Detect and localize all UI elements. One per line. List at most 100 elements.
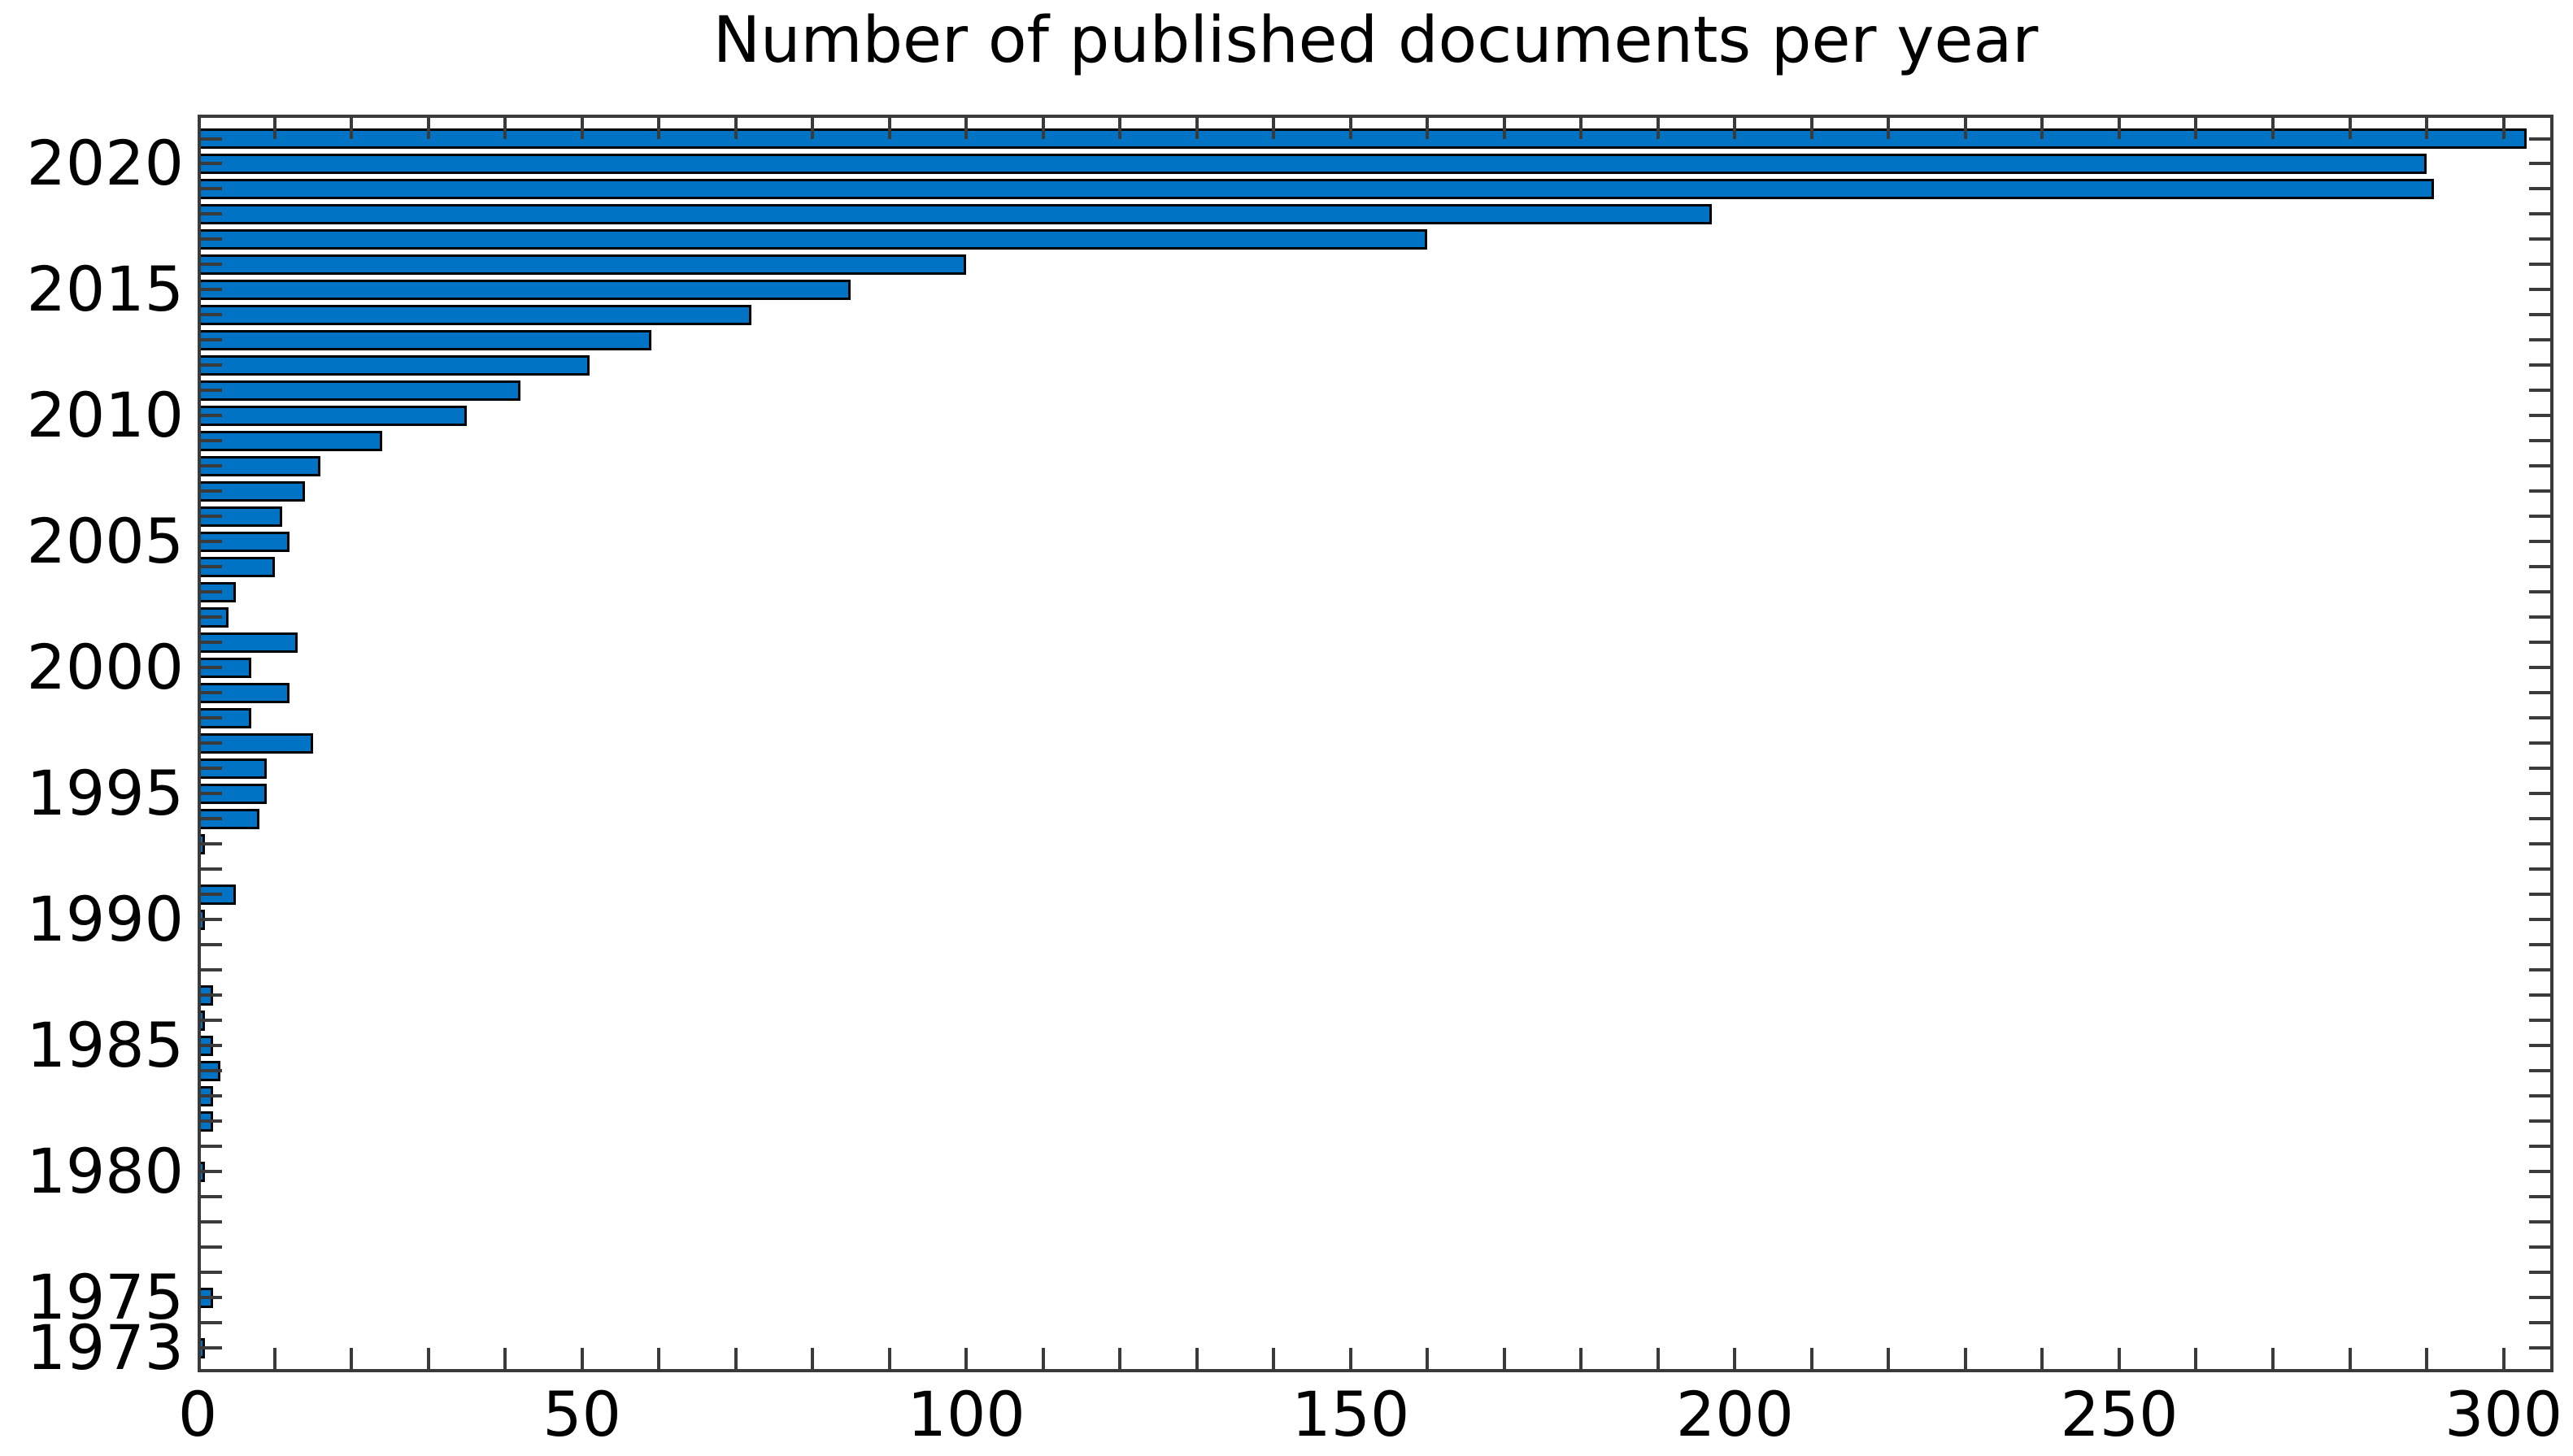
x-tick-label-200: 200	[1675, 1378, 1794, 1450]
x-tick-bottom-260	[2194, 1348, 2197, 1372]
y-tick-right-1979	[2529, 1195, 2553, 1199]
x-axis-line	[198, 1369, 2553, 1372]
bar-2021	[198, 128, 2527, 149]
y-tick-left-2011	[198, 389, 222, 393]
y-tick-label-2010: 2010	[26, 379, 184, 452]
x-tick-top-40	[503, 115, 507, 139]
x-tick-bottom-50	[581, 1348, 584, 1372]
x-tick-bottom-130	[1195, 1348, 1199, 1372]
y-tick-right-1978	[2529, 1220, 2553, 1224]
x-tick-bottom-220	[1887, 1348, 1890, 1372]
y-tick-right-1998	[2529, 716, 2553, 720]
x-tick-label-150: 150	[1291, 1378, 1410, 1450]
x-tick-bottom-90	[888, 1348, 891, 1372]
y-tick-right-1999	[2529, 691, 2553, 695]
y-tick-left-2001	[198, 641, 222, 645]
y-tick-right-1994	[2529, 817, 2553, 821]
x-tick-bottom-210	[1810, 1348, 1813, 1372]
x-tick-top-130	[1195, 115, 1199, 139]
x-tick-bottom-80	[811, 1348, 814, 1372]
y-tick-right-1991	[2529, 893, 2553, 897]
y-tick-right-2008	[2529, 464, 2553, 468]
x-tick-bottom-270	[2271, 1348, 2275, 1372]
y-tick-left-2021	[198, 137, 222, 141]
y-tick-left-1985	[198, 1044, 222, 1048]
x-tick-top-180	[1579, 115, 1583, 139]
x-tick-bottom-180	[1579, 1348, 1583, 1372]
y-tick-right-1981	[2529, 1145, 2553, 1149]
y-tick-label-2005: 2005	[26, 505, 184, 578]
y-tick-right-2000	[2529, 666, 2553, 670]
y-tick-right-1983	[2529, 1094, 2553, 1098]
x-tick-bottom-300	[2502, 1348, 2506, 1372]
x-tick-top-140	[1272, 115, 1275, 139]
y-tick-left-2006	[198, 515, 222, 519]
y-tick-right-2013	[2529, 338, 2553, 342]
right-spine	[2550, 115, 2553, 1372]
y-tick-label-1985: 1985	[26, 1009, 184, 1082]
bar-2010	[198, 405, 467, 426]
y-tick-left-2004	[198, 565, 222, 569]
y-tick-left-1988	[198, 968, 222, 972]
y-tick-right-1989	[2529, 943, 2553, 947]
x-tick-label-50: 50	[542, 1378, 621, 1450]
x-tick-top-150	[1349, 115, 1352, 139]
y-tick-right-1988	[2529, 968, 2553, 972]
y-tick-right-2010	[2529, 414, 2553, 418]
y-tick-right-2012	[2529, 363, 2553, 367]
x-tick-top-240	[2040, 115, 2044, 139]
y-tick-right-1993	[2529, 842, 2553, 846]
y-tick-left-2003	[198, 590, 222, 594]
bar-2009	[198, 430, 382, 451]
x-tick-bottom-280	[2349, 1348, 2352, 1372]
y-tick-left-2000	[198, 666, 222, 670]
x-tick-top-270	[2271, 115, 2275, 139]
x-tick-top-300	[2502, 115, 2506, 139]
x-tick-top-90	[888, 115, 891, 139]
x-tick-bottom-190	[1657, 1348, 1660, 1372]
x-tick-bottom-120	[1118, 1348, 1121, 1372]
x-tick-top-100	[964, 115, 968, 139]
bar-2007	[198, 480, 305, 502]
y-tick-label-1990: 1990	[26, 883, 184, 956]
y-tick-right-1996	[2529, 767, 2553, 771]
bar-2018	[198, 203, 1712, 224]
x-tick-label-250: 250	[2060, 1378, 2179, 1450]
x-tick-bottom-10	[273, 1348, 276, 1372]
y-tick-left-1983	[198, 1094, 222, 1098]
y-axis-line	[198, 115, 201, 1372]
y-tick-right-2015	[2529, 288, 2553, 292]
top-spine	[198, 115, 2553, 118]
y-tick-left-2008	[198, 464, 222, 468]
plot-area	[198, 115, 2553, 1372]
x-tick-top-60	[657, 115, 660, 139]
y-tick-right-2021	[2529, 137, 2553, 141]
y-tick-right-2005	[2529, 540, 2553, 544]
x-tick-label-100: 100	[907, 1378, 1025, 1450]
y-tick-left-1989	[198, 943, 222, 947]
y-tick-left-1987	[198, 993, 222, 997]
y-tick-left-1998	[198, 716, 222, 720]
bar-2015	[198, 279, 851, 300]
x-tick-bottom-290	[2425, 1348, 2428, 1372]
x-tick-top-30	[427, 115, 430, 139]
x-tick-top-190	[1657, 115, 1660, 139]
y-tick-left-2019	[198, 187, 222, 191]
y-tick-left-1995	[198, 792, 222, 796]
bar-2011	[198, 380, 520, 401]
y-tick-left-2014	[198, 313, 222, 317]
y-tick-label-1980: 1980	[26, 1135, 184, 1208]
y-tick-right-2011	[2529, 389, 2553, 393]
x-tick-bottom-30	[427, 1348, 430, 1372]
y-tick-right-2018	[2529, 212, 2553, 216]
bar-2013	[198, 329, 651, 350]
bar-2016	[198, 254, 966, 275]
y-tick-right-2020	[2529, 162, 2553, 166]
y-tick-left-1974	[198, 1321, 222, 1325]
y-tick-left-2013	[198, 338, 222, 342]
x-tick-top-120	[1118, 115, 1121, 139]
y-tick-left-2010	[198, 414, 222, 418]
y-tick-right-1986	[2529, 1019, 2553, 1023]
x-tick-top-170	[1503, 115, 1506, 139]
